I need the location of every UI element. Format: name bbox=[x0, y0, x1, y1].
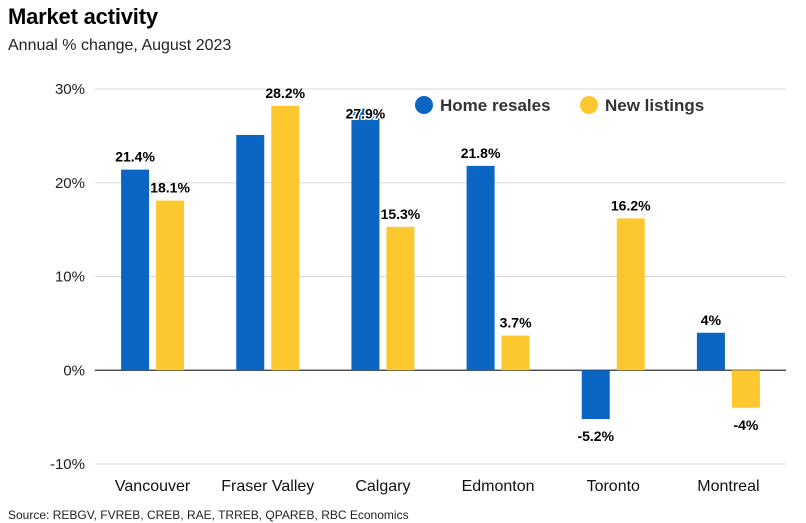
data-label: -5.2% bbox=[577, 428, 614, 444]
y-axis: 30% 20% 10% 0% -10% bbox=[50, 81, 85, 473]
x-category-label: Vancouver bbox=[115, 478, 191, 495]
legend: Home resales New listings bbox=[415, 96, 704, 115]
data-labels: 21.4% 18.1% 28.2% 27.9% 15.3% 21.8% 3.7% -5.2% 1… bbox=[115, 85, 759, 444]
data-label: 3.7% bbox=[500, 315, 532, 331]
bar-new-listings-calgary bbox=[386, 226, 415, 371]
data-label: 21.4% bbox=[115, 149, 155, 165]
bar-new-listings-montreal bbox=[731, 370, 760, 408]
y-tick-label: 20% bbox=[55, 175, 85, 192]
bars bbox=[121, 105, 760, 419]
bar-home-resales-calgary bbox=[351, 108, 380, 371]
legend-label: Home resales bbox=[440, 96, 551, 115]
x-category-label: Montreal bbox=[697, 478, 759, 495]
bar-home-resales-vancouver bbox=[121, 169, 150, 371]
data-label: 15.3% bbox=[381, 206, 421, 222]
y-tick-label: 0% bbox=[63, 362, 85, 379]
x-category-label: Fraser Valley bbox=[221, 478, 314, 495]
bar-new-listings-vancouver bbox=[156, 200, 185, 371]
chart-title: Market activity bbox=[8, 4, 158, 29]
bar-home-resales-montreal bbox=[696, 332, 725, 371]
data-label: 18.1% bbox=[150, 180, 190, 196]
data-label: 21.8% bbox=[461, 145, 501, 161]
legend-label: New listings bbox=[605, 96, 704, 115]
x-category-label: Edmonton bbox=[462, 478, 535, 495]
x-axis: Vancouver Fraser Valley Calgary Edmonton Tor… bbox=[115, 478, 760, 495]
data-label: 28.2% bbox=[265, 85, 305, 101]
x-category-label: Toronto bbox=[587, 478, 640, 495]
source-note: Source: REBGV, FVREB, CREB, RAE, TRREB, … bbox=[8, 508, 409, 522]
legend-marker bbox=[415, 96, 433, 114]
bar-new-listings-edmonton bbox=[501, 335, 530, 371]
data-label: 16.2% bbox=[611, 197, 651, 213]
x-category-label: Calgary bbox=[355, 478, 410, 495]
y-tick-label: 30% bbox=[55, 81, 85, 98]
chart-subtitle: Annual % change, August 2023 bbox=[8, 37, 232, 54]
data-label: 27.9% bbox=[346, 106, 386, 122]
bar-home-resales-edmonton bbox=[466, 165, 495, 371]
gridlines bbox=[95, 88, 786, 465]
y-tick-label: -10% bbox=[50, 456, 85, 473]
data-label: -4% bbox=[733, 417, 758, 433]
bar-home-resales-toronto bbox=[581, 370, 610, 419]
legend-marker bbox=[580, 96, 598, 114]
bar-new-listings-fraser-valley bbox=[271, 105, 300, 371]
y-tick-label: 10% bbox=[55, 269, 85, 286]
bar-home-resales-fraser-valley bbox=[236, 134, 265, 371]
data-label: 4% bbox=[701, 312, 722, 328]
bar-new-listings-toronto bbox=[616, 218, 645, 371]
